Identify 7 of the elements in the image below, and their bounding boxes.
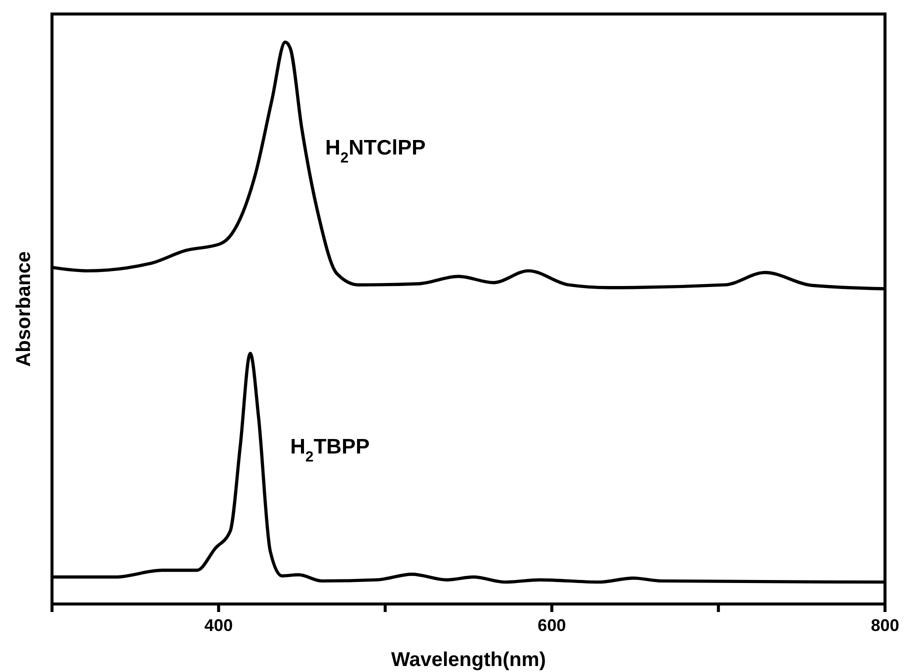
series-label: H$_{2}$NTClPP	[325, 136, 426, 166]
x-tick-label: 800	[870, 616, 900, 635]
x-tick-label: 600	[538, 616, 566, 635]
y-axis-title: Absorbance	[13, 251, 35, 367]
series-label: H$_{2}$TBPP	[290, 436, 370, 466]
x-axis-title: Wavelength(nm)	[391, 649, 546, 671]
x-tick-label: 400	[204, 616, 233, 635]
